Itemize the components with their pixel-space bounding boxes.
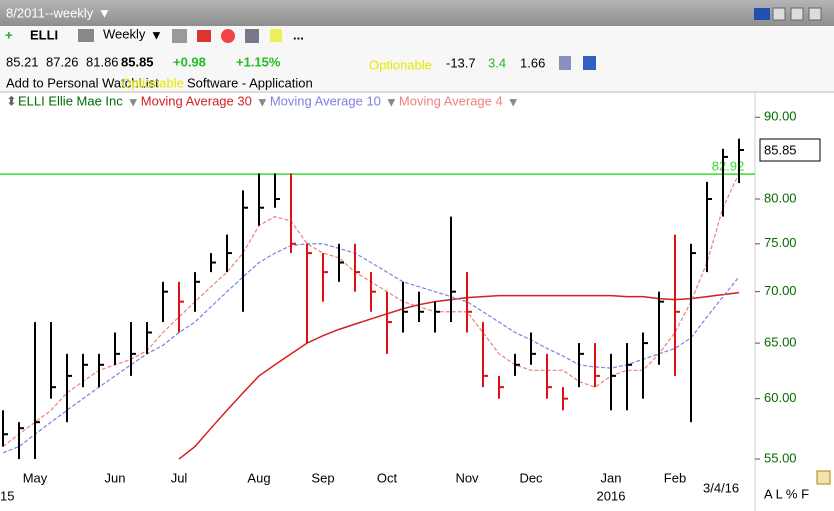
change-pct: +1.15% [236,54,281,69]
industry: Software - Application [187,75,313,90]
icon[interactable] [583,56,596,70]
legend-entry: ELLI Ellie Mae Inc [18,93,123,108]
window-icon[interactable] [754,8,770,20]
add-icon[interactable]: + [5,27,13,42]
icon[interactable] [172,29,187,43]
icon[interactable] [816,470,831,485]
y-tick-label: 75.00 [764,235,797,250]
symbol[interactable]: ELLI [30,27,58,42]
optionable: Optionable [369,57,432,72]
year-label: 2016 [597,488,626,503]
x-tick-label: Jul [171,470,188,485]
y-tick-label: 60.00 [764,390,797,405]
toolbar [0,26,834,92]
icon[interactable] [78,29,94,42]
stat: 3.4 [488,55,506,70]
stat: 1.66 [520,55,545,70]
legend-arrow: ▼ [385,94,398,109]
x-tick-label: Oct [377,470,398,485]
legend-arrow: ▼ [507,94,520,109]
low: 81.86 [86,54,119,69]
y-tick-label: 70.00 [764,283,797,298]
date: 3/4/16 [703,480,739,495]
moving-average [2,243,740,454]
y-tick-label: 55.00 [764,450,797,465]
period[interactable]: 8/2011--weekly [6,5,94,20]
plot: 82.92 [0,138,755,460]
watchlist[interactable]: Add to Personal WatchList [6,75,159,90]
optionable: Optionable [121,75,184,90]
x-tick-label: Nov [455,470,479,485]
x-tick-label: Jan [601,470,622,485]
legend-arrow: ▼ [256,94,269,109]
price-label: 85.85 [764,142,797,157]
x-tick-label: May [23,470,48,485]
year-label: 15 [0,488,14,503]
price-box [759,138,821,162]
legend-arrow: ⬍ [6,93,17,108]
last: 85.85 [121,54,154,69]
x-tick-label: Dec [519,470,543,485]
high: 87.26 [46,54,79,69]
x-tick-label: Aug [247,470,270,485]
legend-entry: Moving Average 4 [399,93,503,108]
icon[interactable] [245,29,259,43]
y-tick-label: 80.00 [764,190,797,205]
dropdown-arrow[interactable]: ▼ [150,27,163,42]
x-tick-label: Jun [105,470,126,485]
more[interactable]: ... [293,27,304,42]
x-tick-label: Feb [664,470,686,485]
stat: -13.7 [446,55,476,70]
x-tick-label: Sep [311,470,334,485]
icon[interactable] [559,56,571,70]
legend-entry: Moving Average 10 [270,93,381,108]
icon[interactable] [197,30,211,42]
legend-arrow: ▼ [127,94,140,109]
legend-entry: Moving Average 30 [141,93,252,108]
dropdown-arrow[interactable]: ▼ [98,5,111,20]
title-bar [0,0,834,26]
y-tick-label: 90.00 [764,109,797,124]
window-icon[interactable] [790,7,804,21]
resistance-label: 82.92 [712,159,745,174]
open: 85.21 [6,54,39,69]
interval[interactable]: Weekly [103,26,146,41]
window-icon[interactable] [772,7,786,21]
icon[interactable] [270,29,282,42]
change: +0.98 [173,54,206,69]
modes[interactable]: A L % F [764,486,809,501]
icon[interactable] [221,29,235,43]
y-tick-label: 65.00 [764,335,797,350]
window-icon[interactable] [808,7,822,21]
